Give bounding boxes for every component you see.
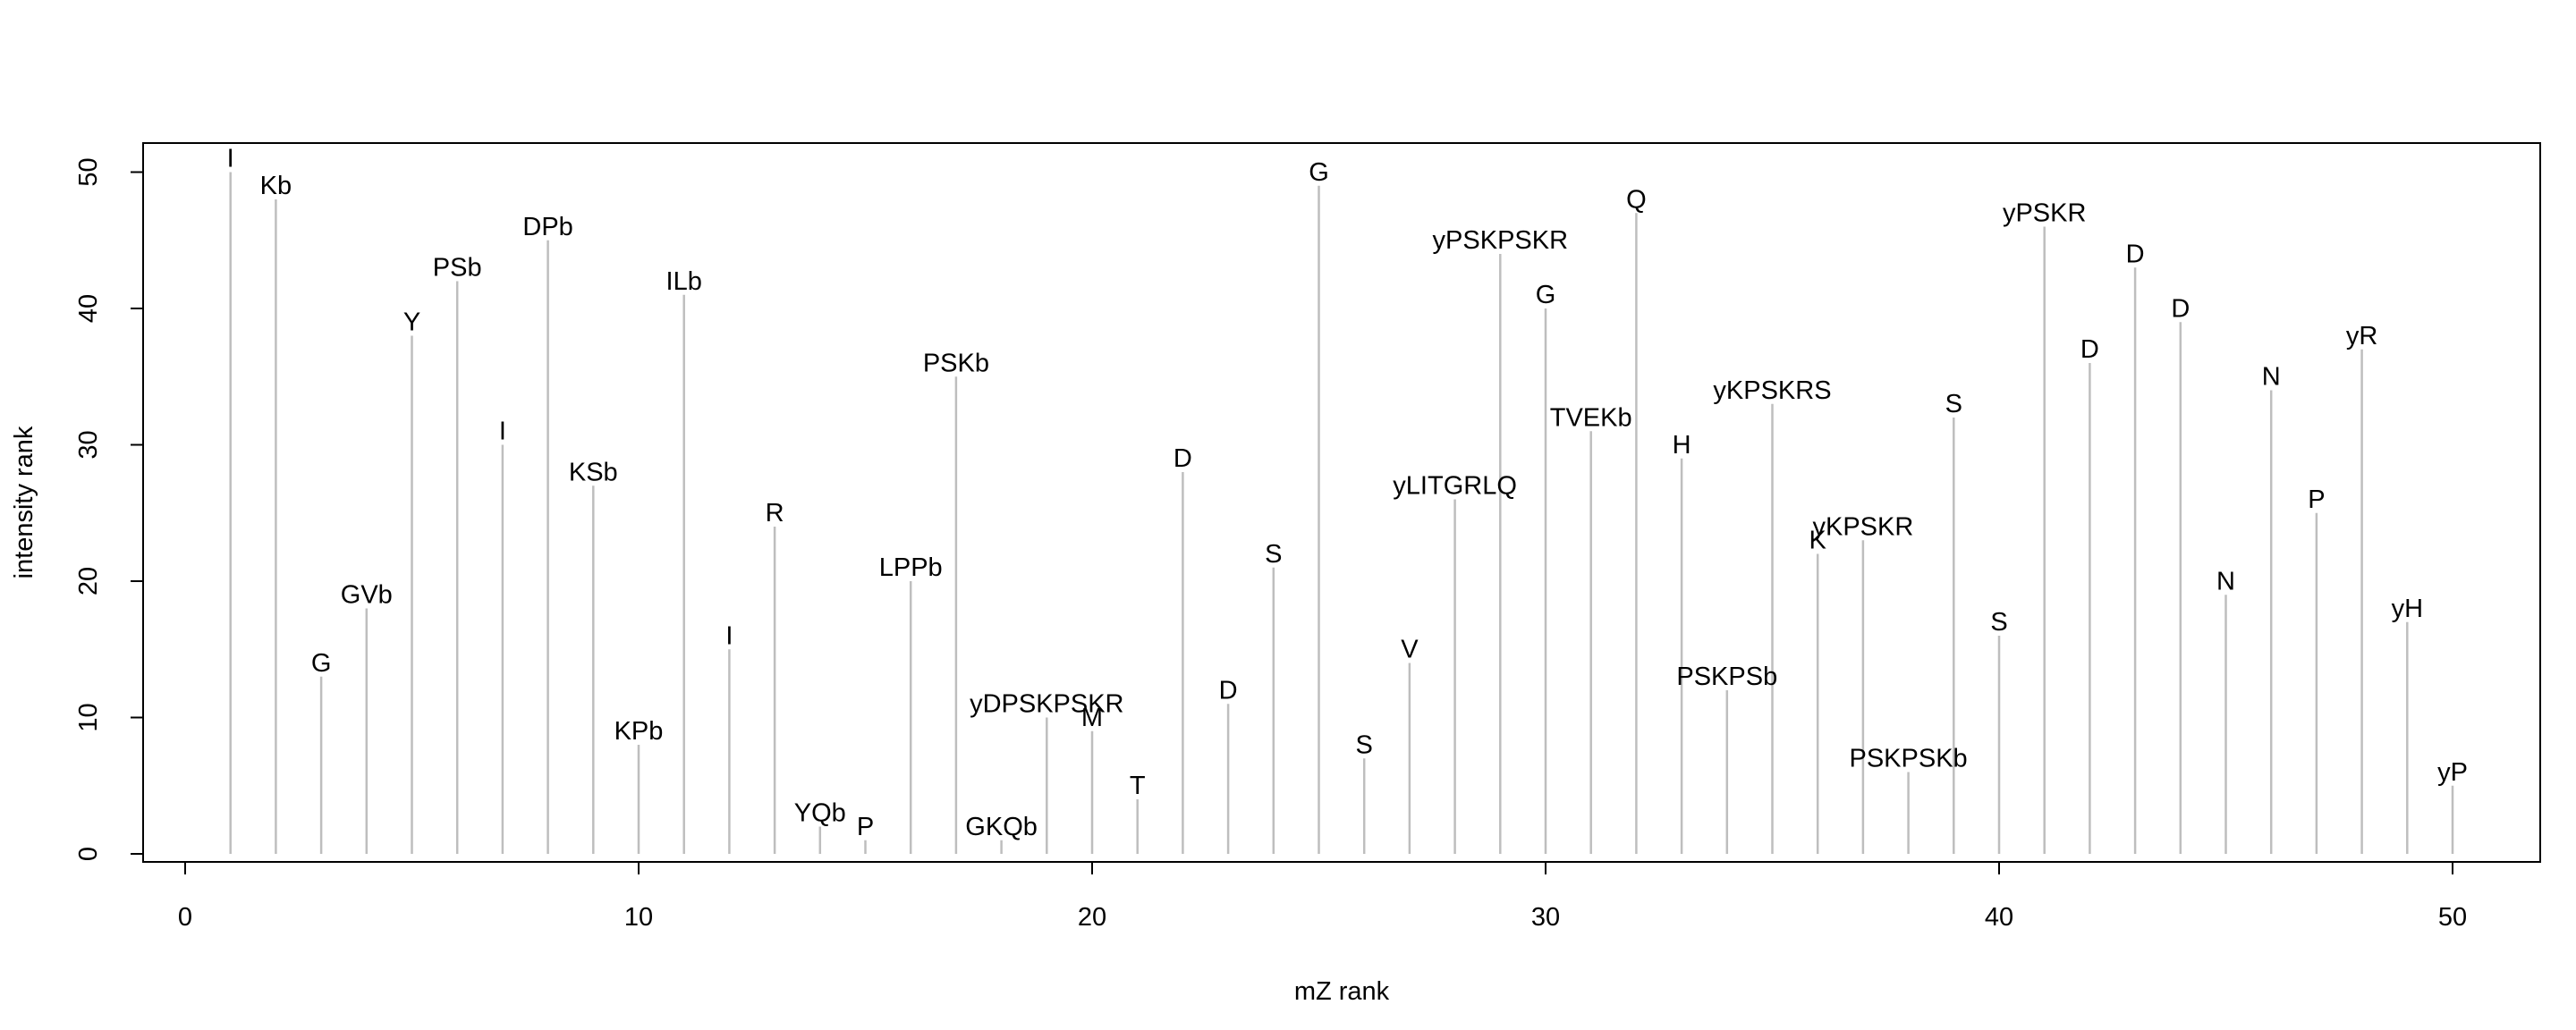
point-label-12: I xyxy=(725,621,733,650)
point-label-44: D xyxy=(2171,294,2190,323)
point-label-32: Q xyxy=(1626,185,1647,214)
y-axis: 0 10 20 30 40 50 xyxy=(74,157,144,861)
x-tick-label-30: 30 xyxy=(1531,903,1560,932)
point-label-5: Y xyxy=(403,308,420,337)
point-label-7: I xyxy=(499,418,506,446)
point-label-40: S xyxy=(1990,608,2007,637)
point-label-8: DPb xyxy=(522,213,572,241)
point-label-25: G xyxy=(1309,158,1329,187)
stems xyxy=(229,172,2454,854)
point-label-17: PSKb xyxy=(923,349,989,377)
point-label-37: yKPSKR xyxy=(1812,512,1913,541)
point-label-26: S xyxy=(1356,730,1373,759)
x-axis: 0 10 20 30 40 50 xyxy=(178,861,2467,932)
point-label-11: ILb xyxy=(666,267,702,296)
point-label-13: R xyxy=(766,499,784,528)
point-label-33: H xyxy=(1673,431,1691,460)
point-label-42: D xyxy=(2080,335,2099,364)
point-label-39: S xyxy=(1945,390,1962,418)
point-label-20: M xyxy=(1081,704,1103,732)
point-label-22: D xyxy=(1174,444,1192,473)
point-label-14: YQb xyxy=(794,799,846,828)
point-label-38: PSKPSKb xyxy=(1850,745,1968,773)
x-tick-label-40: 40 xyxy=(1985,903,2013,932)
point-label-16: LPPb xyxy=(879,553,943,582)
point-label-49: yH xyxy=(2392,595,2423,623)
point-label-1: I xyxy=(227,145,234,173)
point-label-21: T xyxy=(1130,772,1146,800)
point-label-28: yLITGRLQ xyxy=(1393,472,1517,501)
point-label-4: GVb xyxy=(341,581,393,610)
point-label-48: yR xyxy=(2346,322,2377,350)
point-label-9: KSb xyxy=(569,458,618,486)
point-label-6: PSb xyxy=(433,254,482,283)
point-label-31: TVEKb xyxy=(1550,403,1632,432)
y-tick-label-20: 20 xyxy=(74,567,103,595)
point-label-50: yP xyxy=(2437,758,2468,787)
point-label-29: yPSKPSKR xyxy=(1433,226,1569,255)
point-label-36: K xyxy=(1809,527,1827,555)
x-tick-label-20: 20 xyxy=(1078,903,1106,932)
point-label-10: KPb xyxy=(614,717,664,746)
point-label-18: GKQb xyxy=(965,813,1038,841)
y-tick-label-50: 50 xyxy=(74,157,103,186)
x-axis-title: mZ rank xyxy=(1294,977,1390,1006)
point-label-47: P xyxy=(2308,485,2325,514)
point-label-15: P xyxy=(857,813,874,841)
y-axis-title: intensity rank xyxy=(10,426,38,578)
x-tick-label-10: 10 xyxy=(624,903,653,932)
point-label-24: S xyxy=(1265,540,1282,569)
point-label-43: D xyxy=(2126,240,2145,268)
y-tick-label-30: 30 xyxy=(74,430,103,459)
point-label-30: G xyxy=(1536,281,1556,309)
point-label-19: yDPSKPSKR xyxy=(970,690,1123,719)
point-label-46: N xyxy=(2262,363,2281,392)
x-tick-label-50: 50 xyxy=(2438,903,2467,932)
point-label-41: yPSKR xyxy=(2003,199,2086,228)
x-tick-label-0: 0 xyxy=(178,903,192,932)
y-tick-label-40: 40 xyxy=(74,294,103,323)
point-label-27: V xyxy=(1401,636,1419,664)
point-label-23: D xyxy=(1219,676,1238,705)
point-label-2: Kb xyxy=(260,172,292,200)
point-label-34: PSKPSb xyxy=(1676,663,1777,691)
point-label-45: N xyxy=(2216,567,2235,595)
y-tick-label-0: 0 xyxy=(74,847,103,861)
point-label-3: G xyxy=(311,649,332,678)
y-tick-label-10: 10 xyxy=(74,703,103,731)
point-label-35: yKPSKRS xyxy=(1713,376,1831,405)
